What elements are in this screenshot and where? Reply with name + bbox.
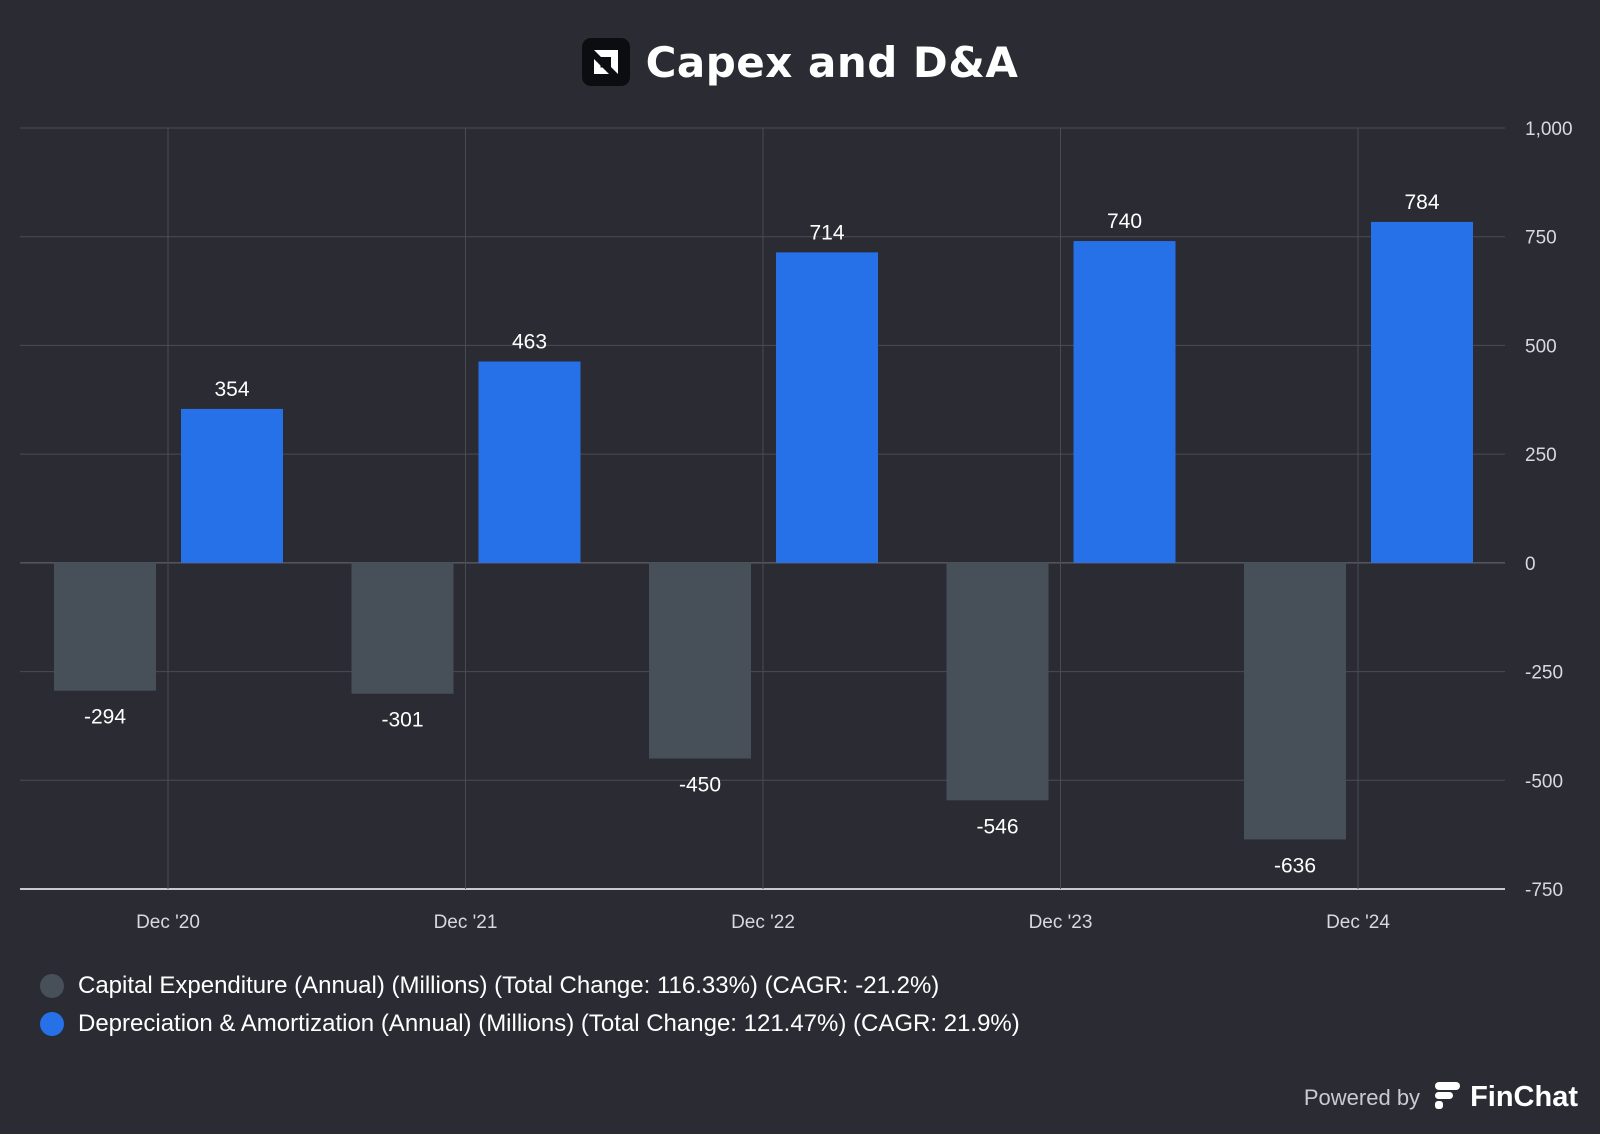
legend-item-da[interactable]: Depreciation & Amortization (Annual) (Mi… [40,1010,1020,1038]
bar-da [1371,221,1473,563]
data-label-capex: -636 [1274,854,1316,877]
y-tick-label: 750 [1525,228,1557,249]
legend-label-capex: Capital Expenditure (Annual) (Millions) … [78,972,940,999]
data-label-capex: -546 [976,815,1018,838]
legend-label-da: Depreciation & Amortization (Annual) (Mi… [78,1010,1020,1037]
legend-dot-capex [40,974,64,998]
chart-title: Capex and D&A [645,37,1019,87]
bar-da [478,361,581,563]
bar-da [1073,241,1176,563]
data-label-da: 714 [809,221,844,244]
chart-title-bar: Capex and D&A [0,32,1600,92]
powered-by-footer[interactable]: Powered by FinChat [1304,1080,1578,1115]
x-tick-label: Dec '23 [1029,912,1093,933]
x-tick-label: Dec '22 [731,912,795,933]
powered-by-text: Powered by [1303,1084,1421,1110]
x-tick-label: Dec '24 [1326,912,1390,933]
bar-capex [1244,562,1346,840]
data-label-capex: -450 [679,774,721,797]
bar-da [181,408,283,563]
data-label-da: 354 [214,378,249,401]
data-label-da: 463 [512,331,547,354]
y-tick-label: -500 [1525,771,1563,792]
data-label-capex: -294 [84,706,126,729]
y-tick-label: -250 [1525,663,1563,684]
x-tick-label: Dec '21 [434,912,498,933]
y-tick-label: -750 [1525,880,1563,901]
x-tick-label: Dec '20 [136,912,200,933]
data-label-da: 784 [1404,191,1439,214]
bar-capex [351,562,454,694]
legend-item-capex[interactable]: Capital Expenditure (Annual) (Millions) … [40,972,939,1000]
chart: 1,000 750 500 250 0 -250 -500 -750 Dec '20 Dec '2… [20,119,1573,933]
data-label-da: 740 [1107,210,1142,233]
bar-da [776,252,878,563]
amd-logo-icon [581,38,630,86]
bar-capex [649,562,751,759]
y-tick-label: 500 [1525,336,1557,357]
y-tick-label: 250 [1525,445,1557,466]
bar-capex [946,562,1049,801]
finchat-brand: FinChat [1470,1081,1578,1113]
bar-capex [54,562,156,691]
finchat-logo-icon [1432,1080,1462,1115]
data-label-capex: -301 [381,709,423,732]
y-tick-label: 0 [1525,554,1536,575]
y-tick-label: 1,000 [1525,119,1573,140]
legend-dot-da [40,1012,64,1036]
